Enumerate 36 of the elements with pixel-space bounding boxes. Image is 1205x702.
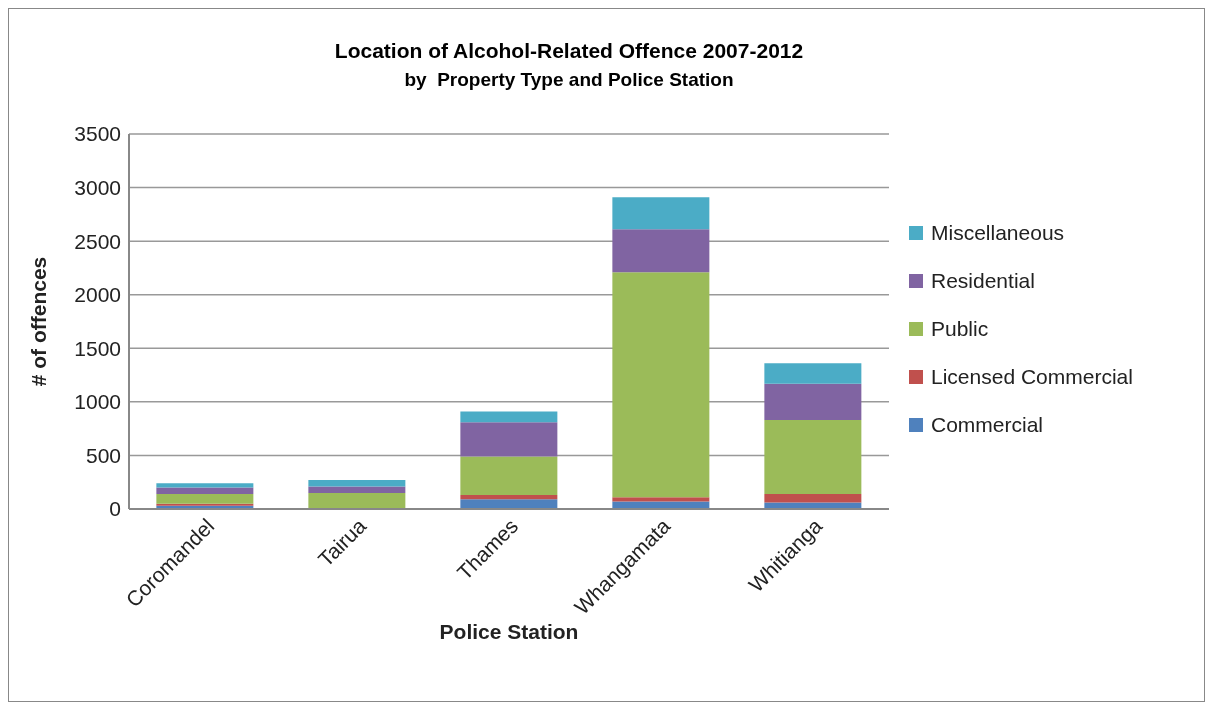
bar bbox=[612, 197, 710, 230]
bar bbox=[460, 456, 558, 496]
y-axis-title: # of offences bbox=[27, 256, 51, 387]
bar bbox=[156, 487, 254, 494]
legend-label: Residential bbox=[931, 269, 1035, 293]
bar bbox=[308, 492, 406, 508]
bar bbox=[156, 483, 254, 488]
bar bbox=[460, 499, 558, 509]
bar bbox=[308, 486, 406, 493]
y-tick-label: 1000 bbox=[74, 390, 121, 414]
chart-subtitle: by Property Type and Police Station bbox=[403, 69, 735, 91]
bar bbox=[764, 494, 862, 503]
legend-label: Public bbox=[931, 317, 989, 341]
chart-title: Location of Alcohol-Related Offence 2007-2012 bbox=[333, 39, 805, 63]
bar bbox=[460, 411, 558, 423]
bar bbox=[156, 494, 254, 504]
bar bbox=[612, 497, 710, 502]
legend-label: Commercial bbox=[931, 413, 1044, 437]
bar bbox=[764, 363, 862, 384]
legend-label: Miscellaneous bbox=[931, 221, 1065, 245]
y-tick-label: 3500 bbox=[74, 122, 121, 146]
bar bbox=[612, 272, 710, 498]
y-tick-label: 3000 bbox=[74, 176, 121, 200]
y-tick-label: 2000 bbox=[74, 283, 121, 307]
x-axis-title: Police Station bbox=[439, 620, 579, 643]
legend-label: Licensed Commercial bbox=[931, 365, 1133, 389]
bar bbox=[308, 480, 406, 487]
bar bbox=[764, 383, 862, 421]
bar bbox=[764, 420, 862, 494]
y-tick-label: 500 bbox=[85, 443, 121, 467]
bar bbox=[612, 229, 710, 273]
y-tick-label: 2500 bbox=[74, 229, 121, 253]
bar bbox=[460, 422, 558, 457]
y-tick-label: 0 bbox=[109, 497, 121, 521]
y-tick-label: 1500 bbox=[74, 336, 121, 360]
bar bbox=[460, 495, 558, 500]
